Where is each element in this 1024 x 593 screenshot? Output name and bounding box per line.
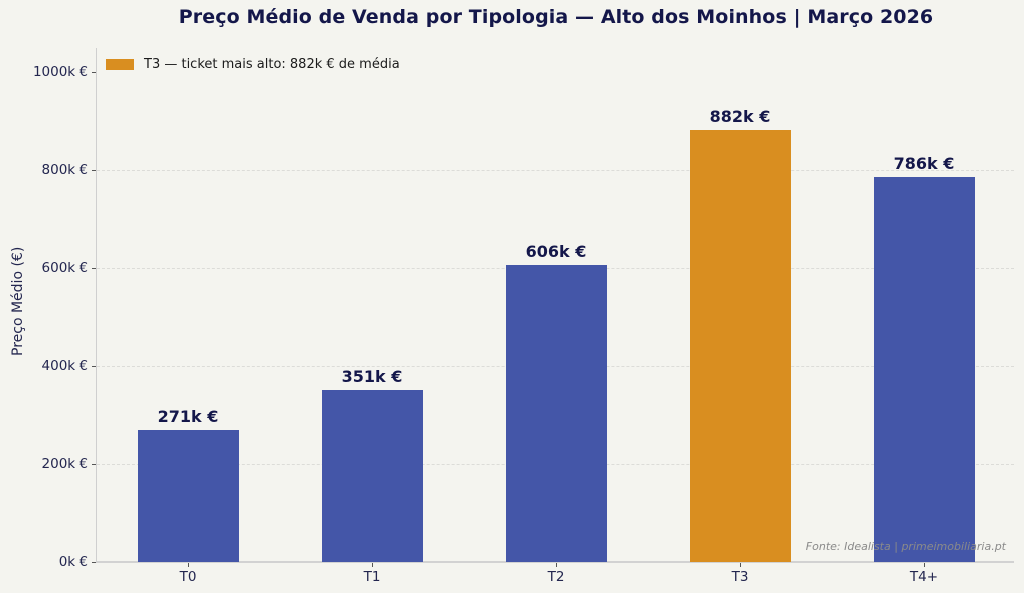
bar-t4plus <box>874 177 975 562</box>
y-tick <box>92 464 96 465</box>
chart-title: Preço Médio de Venda por Tipologia — Alt… <box>178 6 934 28</box>
legend-swatch-icon <box>106 59 134 70</box>
y-tick-label: 800k € <box>41 162 88 178</box>
x-tick <box>372 563 373 567</box>
y-tick <box>92 366 96 367</box>
y-tick-label: 200k € <box>41 456 88 472</box>
x-tick <box>556 563 557 567</box>
legend: T3 — ticket mais alto: 882k € de média <box>106 57 400 72</box>
bar-value-label: 786k € <box>893 154 955 173</box>
bar-t0 <box>138 430 239 562</box>
x-tick-label: T3 <box>731 569 749 585</box>
bar-value-label: 606k € <box>525 242 587 261</box>
bar-t2 <box>506 265 607 562</box>
gridline-800k <box>97 170 1014 171</box>
bar-t3-highlight <box>690 130 791 562</box>
y-tick <box>92 268 96 269</box>
x-tick <box>924 563 925 567</box>
y-tick <box>92 72 96 73</box>
bar-value-label: 271k € <box>157 407 219 426</box>
x-tick <box>740 563 741 567</box>
x-tick-label: T2 <box>547 569 565 585</box>
x-tick-label: T4+ <box>909 569 939 585</box>
x-axis-line <box>96 561 1014 563</box>
y-tick-label: 600k € <box>41 260 88 276</box>
x-tick <box>188 563 189 567</box>
x-tick-label: T0 <box>179 569 197 585</box>
bar-value-label: 882k € <box>709 107 771 126</box>
legend-label: T3 — ticket mais alto: 882k € de média <box>144 57 400 72</box>
y-tick <box>92 170 96 171</box>
source-annotation: Fonte: Idealista | primeimobiliaria.pt <box>805 540 1006 553</box>
y-tick <box>92 562 96 563</box>
y-tick-label: 400k € <box>41 358 88 374</box>
y-tick-label: 0k € <box>58 554 88 570</box>
x-tick-label: T1 <box>363 569 381 585</box>
bar-t1 <box>322 390 423 562</box>
y-axis-line <box>96 48 97 562</box>
bar-value-label: 351k € <box>341 367 403 386</box>
y-axis-title: Preço Médio (€) <box>10 246 26 356</box>
y-tick-label: 1000k € <box>32 64 88 80</box>
